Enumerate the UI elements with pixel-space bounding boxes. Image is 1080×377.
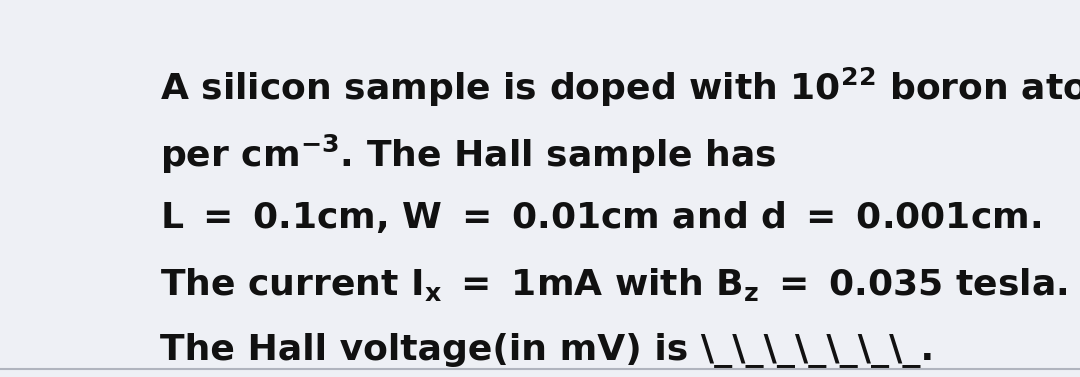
Text: $\mathbf{L}$ $\mathbf{=}$ $\mathbf{0.1cm}$, $\mathbf{W}$ $\mathbf{=}$ $\mathbf{0: $\mathbf{L}$ $\mathbf{=}$ $\mathbf{0.1cm… — [160, 199, 1041, 235]
Text: The current $\mathbf{I_x}$ $\mathbf{=}$ $\mathbf{1mA}$ with $\mathbf{B_z}$ $\mat: The current $\mathbf{I_x}$ $\mathbf{=}$ … — [160, 266, 1068, 303]
Text: A silicon sample is doped with $\mathbf{10^{22}}$ boron atoms: A silicon sample is doped with $\mathbf{… — [160, 66, 1080, 109]
Text: The Hall voltage(in mV) is \_\_\_\_\_\_\_.: The Hall voltage(in mV) is \_\_\_\_\_\_\… — [160, 333, 934, 368]
Text: per cm$\mathbf{^{-3}}$. The Hall sample has: per cm$\mathbf{^{-3}}$. The Hall sample … — [160, 132, 777, 176]
